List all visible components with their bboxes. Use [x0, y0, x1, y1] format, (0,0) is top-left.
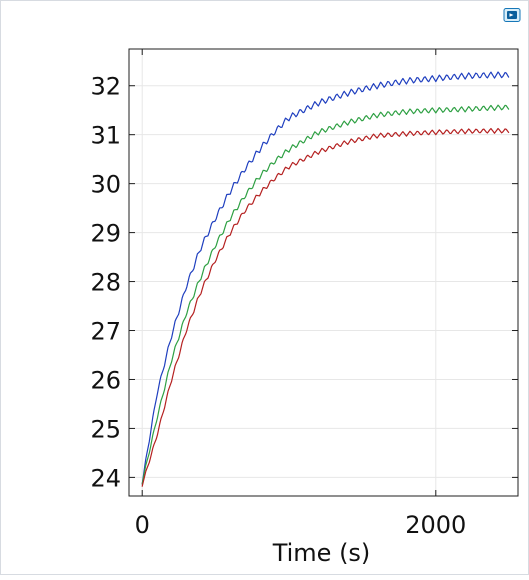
plot-window-icon[interactable] — [502, 6, 522, 24]
y-tick-label-2: 26 — [90, 366, 121, 394]
series-line-2 — [141, 127, 510, 487]
y-tick-label-7: 31 — [90, 122, 121, 150]
y-tick-label-0: 24 — [90, 464, 121, 492]
plot-window-icon-svg — [503, 8, 521, 22]
y-tick-label-4: 28 — [90, 269, 121, 297]
y-tick-label-3: 27 — [90, 318, 121, 346]
x-tick-label-1: 2000 — [405, 511, 466, 539]
y-tick-label-6: 30 — [90, 171, 121, 199]
axes-frame — [128, 48, 519, 497]
x-axis-label: Time (s) — [272, 539, 371, 567]
series-line-1 — [141, 104, 510, 485]
plot-background — [129, 49, 518, 496]
y-tick-label-1: 25 — [90, 415, 121, 443]
y-tick-label-8: 32 — [90, 73, 121, 101]
series-line-0 — [141, 71, 510, 485]
x-tick-label-0: 0 — [135, 511, 150, 539]
y-tick-label-5: 29 — [90, 220, 121, 248]
